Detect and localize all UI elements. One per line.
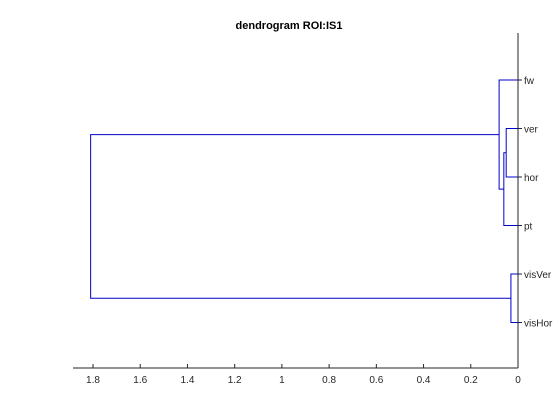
leaf-label-pt: pt <box>524 222 533 233</box>
axes-background <box>73 33 518 368</box>
x-tick-label: 0.8 <box>322 375 336 386</box>
x-tick-label: 1.2 <box>228 375 242 386</box>
leaf-label-ver: ver <box>524 125 539 136</box>
chart-title: dendrogram ROI:IS1 <box>236 20 343 32</box>
x-tick-label: 1.6 <box>133 375 147 386</box>
x-tick-label: 1 <box>279 375 285 386</box>
x-tick-label: 0.4 <box>417 375 431 386</box>
x-tick-label: 0.2 <box>464 375 478 386</box>
x-tick-label: 1.4 <box>180 375 194 386</box>
leaf-label-fw: fw <box>524 76 535 87</box>
leaf-label-visver: visVer <box>524 270 552 281</box>
leaf-label-hor: hor <box>524 173 539 184</box>
x-tick-label: 0.6 <box>369 375 383 386</box>
leaf-label-vishor: visHor <box>524 319 553 330</box>
leaf-labels: fw ver hor pt visVer visHor <box>518 76 553 330</box>
x-tick-label: 0 <box>515 375 521 386</box>
x-tick-label: 1.8 <box>86 375 100 386</box>
